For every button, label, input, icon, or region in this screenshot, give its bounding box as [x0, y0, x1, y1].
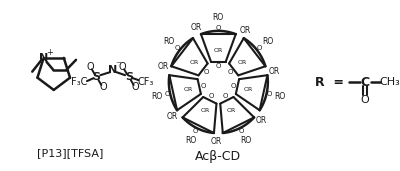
Text: O: O	[222, 93, 228, 99]
Text: OR: OR	[214, 48, 223, 53]
Text: RO: RO	[164, 37, 175, 46]
Text: O: O	[165, 91, 170, 97]
Text: OR: OR	[158, 62, 169, 71]
Text: O: O	[267, 91, 272, 97]
Text: OR: OR	[200, 108, 210, 113]
Text: CH₃: CH₃	[379, 77, 400, 87]
Text: OR: OR	[166, 112, 178, 121]
Text: OR: OR	[269, 67, 280, 76]
Text: C: C	[360, 76, 370, 89]
Text: O: O	[204, 69, 209, 75]
Text: O: O	[193, 128, 198, 134]
Text: O: O	[209, 93, 214, 99]
Text: ⁻: ⁻	[116, 60, 121, 70]
Text: RO: RO	[274, 92, 285, 101]
Text: O: O	[201, 83, 206, 89]
Text: S: S	[125, 72, 133, 82]
Text: O: O	[99, 82, 107, 92]
Text: O: O	[256, 45, 262, 51]
Text: +: +	[46, 48, 53, 57]
Text: OR: OR	[244, 87, 253, 91]
Text: S: S	[92, 72, 100, 82]
Text: O: O	[238, 128, 244, 134]
Text: OR: OR	[256, 116, 267, 125]
Text: RO: RO	[240, 136, 251, 145]
Text: O: O	[360, 95, 369, 105]
Text: O: O	[175, 45, 180, 51]
Text: O: O	[230, 83, 236, 89]
Text: OR: OR	[190, 23, 202, 32]
Text: Acβ-CD: Acβ-CD	[195, 150, 242, 163]
Text: OR: OR	[227, 108, 236, 113]
Text: RO: RO	[152, 92, 163, 101]
Text: O: O	[216, 63, 221, 69]
Text: CF₃: CF₃	[138, 77, 154, 87]
Text: OR: OR	[238, 60, 247, 65]
Text: O: O	[228, 69, 233, 75]
Text: N: N	[108, 65, 117, 75]
Text: N: N	[39, 53, 48, 63]
Text: R  =: R =	[315, 76, 344, 89]
Text: RO: RO	[262, 37, 273, 46]
Text: O: O	[86, 62, 94, 72]
Text: RO: RO	[186, 136, 197, 145]
Text: [P13][TFSA]: [P13][TFSA]	[37, 148, 103, 158]
Text: OR: OR	[184, 87, 193, 91]
Text: F₃C: F₃C	[71, 77, 88, 87]
Text: OR: OR	[240, 26, 251, 35]
Text: O: O	[118, 62, 126, 72]
Text: O: O	[132, 82, 139, 92]
Text: OR: OR	[190, 60, 199, 65]
Text: OR: OR	[210, 136, 222, 146]
Text: RO: RO	[213, 13, 224, 22]
Text: O: O	[216, 25, 221, 31]
